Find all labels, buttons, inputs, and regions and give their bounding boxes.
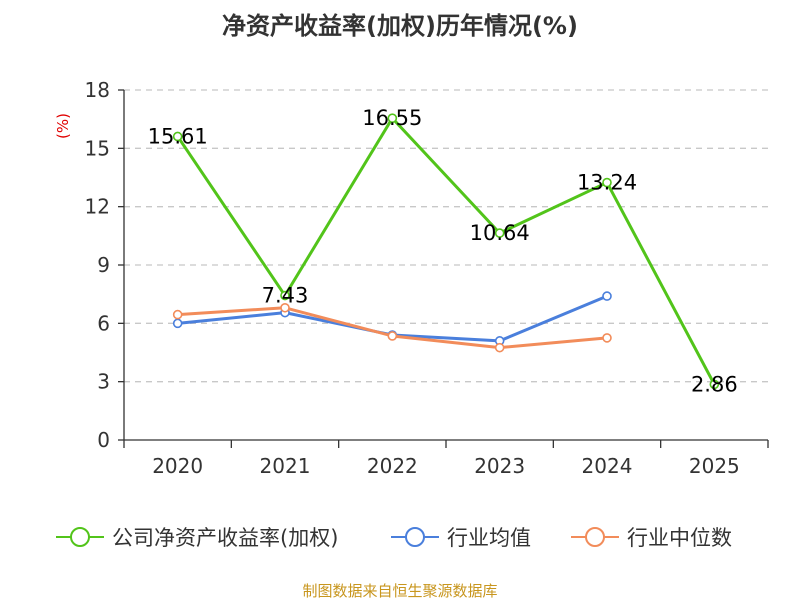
axes: 0 3 6 9 12 15 18 2020 2021 2022 2023 2024 2025 (85, 78, 769, 478)
legend-marker (405, 527, 425, 547)
y-tick-label: 18 (85, 78, 110, 102)
chart-title: 净资产收益率(加权)历年情况(%) (222, 12, 578, 40)
y-tick-label: 6 (97, 311, 110, 335)
data-label: 15.61 (148, 124, 208, 148)
x-tick-label: 2022 (367, 454, 418, 478)
x-tick-label: 2024 (582, 454, 633, 478)
data-point (494, 342, 505, 353)
legend-label: 公司净资产收益率(加权) (112, 526, 338, 550)
grid-lines (124, 89, 768, 383)
series-line (177, 306, 608, 350)
series-line (176, 116, 716, 386)
data-label: 10.64 (470, 221, 530, 245)
legend-label: 行业均值 (447, 526, 531, 550)
data-labels: 15.61 7.43 16.55 10.64 13.24 2.86 (148, 106, 738, 396)
y-tick-label: 15 (85, 136, 110, 160)
data-point (709, 379, 720, 390)
x-tick-label: 2025 (689, 454, 740, 478)
data-point (387, 331, 398, 341)
data-point (602, 333, 612, 343)
data-label: 2.86 (691, 372, 738, 396)
y-tick-label: 3 (97, 370, 110, 394)
x-tick-label: 2023 (474, 454, 525, 478)
y-tick-label: 12 (85, 195, 110, 219)
data-point (172, 131, 183, 142)
legend-marker (70, 527, 90, 547)
data-point (172, 318, 183, 329)
data-point (387, 113, 398, 123)
x-tick-label: 2021 (260, 454, 311, 478)
y-tick-label: 9 (97, 253, 110, 277)
legend: 公司净资产收益率(加权) 行业均值 行业中位数 (56, 526, 732, 550)
y-axis-unit-label: (%) (54, 113, 72, 139)
data-point (280, 302, 290, 313)
data-point (602, 177, 612, 188)
data-label: 13.24 (577, 171, 637, 195)
data-point (602, 291, 612, 301)
data-label: 7.43 (262, 284, 309, 308)
x-tick-label: 2020 (152, 454, 203, 478)
data-point (494, 228, 505, 238)
data-point (172, 309, 183, 320)
series-lines (172, 113, 720, 390)
data-point (280, 290, 290, 301)
source-note: 制图数据来自恒生聚源数据库 (302, 582, 497, 600)
legend-label: 行业中位数 (627, 526, 732, 550)
y-tick-label: 0 (97, 428, 110, 452)
data-label: 16.55 (362, 106, 422, 130)
legend-marker (585, 527, 605, 547)
